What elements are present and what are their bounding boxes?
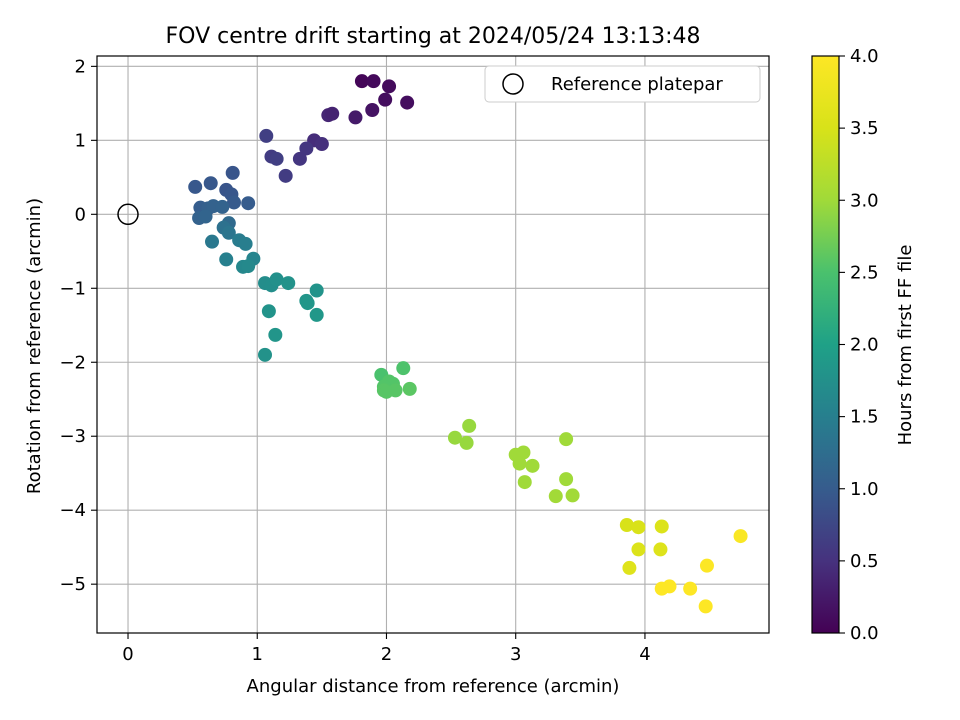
- colorbar-tick-label: 0.0: [850, 623, 879, 644]
- scatter-point: [314, 137, 329, 152]
- legend-marker-icon: [502, 73, 524, 95]
- y-tick-label: 0: [75, 204, 86, 225]
- colorbar-tick-label: 1.0: [850, 479, 879, 500]
- scatter-point: [309, 307, 324, 322]
- y-tick-label: −5: [59, 574, 86, 595]
- y-tick-label: 2: [75, 56, 86, 77]
- scatter-point: [517, 475, 532, 490]
- scatter-point: [205, 234, 220, 249]
- x-tick-label: 4: [639, 644, 650, 665]
- scatter-point: [226, 195, 241, 210]
- colorbar-label: Hours from first FF file: [895, 245, 916, 446]
- scatter-point: [565, 488, 580, 503]
- scatter-point: [219, 252, 234, 267]
- colorbar-ticks: 0.0 0.5 1.0 1.5 2.0 2.5 3.0 3.5 4.0: [839, 46, 879, 644]
- scatter-point: [654, 519, 669, 534]
- scatter-point: [278, 168, 293, 183]
- scatter-point: [198, 209, 213, 224]
- x-tick-label: 2: [381, 644, 392, 665]
- scatter-point: [698, 599, 713, 614]
- grid-lines: [97, 56, 769, 633]
- scatter-point: [238, 236, 253, 251]
- scatter-point: [366, 74, 381, 89]
- chart-title: FOV centre drift starting at 2024/05/24 …: [166, 24, 701, 49]
- scatter-point: [619, 517, 634, 532]
- scatter-point: [462, 418, 477, 433]
- scatter-point: [382, 79, 397, 94]
- scatter-point: [259, 128, 274, 143]
- reference-marker: [117, 203, 139, 226]
- x-axis-ticks: 0 1 2 3 4: [122, 633, 651, 665]
- scatter-point: [396, 361, 411, 376]
- scatter-point: [400, 95, 415, 110]
- colorbar-tick-label: 3.0: [850, 190, 879, 211]
- y-tick-label: −4: [59, 500, 86, 521]
- y-tick-label: −2: [59, 352, 86, 373]
- y-tick-label: −3: [59, 426, 86, 447]
- scatter-point: [348, 110, 363, 125]
- scatter-point: [631, 542, 646, 557]
- scatter-point: [269, 151, 284, 166]
- scatter-point: [402, 381, 417, 396]
- scatter-point: [309, 283, 324, 298]
- scatter-point: [733, 529, 748, 544]
- colorbar-tick-label: 2.5: [850, 262, 879, 283]
- scatter-point: [261, 304, 276, 319]
- legend-box: [484, 65, 761, 103]
- y-tick-label: −1: [59, 278, 86, 299]
- reference-point: [117, 203, 139, 226]
- scatter-point: [325, 106, 340, 121]
- colorbar-tick-label: 2.0: [850, 335, 879, 356]
- legend-label: Reference platepar: [551, 74, 723, 95]
- colorbar-tick-label: 1.5: [850, 407, 879, 428]
- scatter-point: [512, 456, 527, 471]
- scatter-point: [459, 435, 474, 450]
- scatter-point: [215, 199, 230, 214]
- scatter-point: [300, 296, 315, 311]
- scatter-point: [188, 179, 203, 194]
- scatter-point: [548, 489, 563, 504]
- y-axis-label: Rotation from reference (arcmin): [24, 198, 45, 494]
- colorbar-tick-label: 3.5: [850, 118, 879, 139]
- scatter-point: [281, 276, 296, 291]
- scatter-point: [354, 74, 369, 89]
- scatter-point: [378, 92, 393, 107]
- scatter-point: [683, 581, 698, 596]
- scatter-point: [258, 347, 272, 362]
- scatter-point: [203, 176, 218, 191]
- scatter-point: [516, 445, 531, 460]
- scatter-point: [559, 472, 574, 487]
- scatter-point: [662, 579, 677, 594]
- colorbar: [811, 55, 840, 634]
- plot-frame: [96, 55, 770, 634]
- scatter-point: [699, 558, 714, 573]
- scatter-points: [188, 74, 748, 614]
- x-tick-label: 0: [122, 644, 133, 665]
- scatter-point: [447, 430, 462, 445]
- scatter-point: [241, 259, 256, 274]
- colorbar-tick-label: 4.0: [850, 46, 879, 67]
- scatter-point: [653, 542, 668, 557]
- scatter-point: [225, 165, 240, 180]
- x-tick-label: 1: [252, 644, 263, 665]
- scatter-point: [299, 141, 314, 156]
- scatter-point: [268, 327, 283, 342]
- x-tick-label: 3: [510, 644, 521, 665]
- legend: Reference platepar: [484, 65, 761, 103]
- scatter-point: [525, 458, 540, 473]
- scatter-point: [388, 383, 403, 398]
- y-axis-ticks: −5 −4 −3 −2 −1 0 1 2: [59, 56, 97, 595]
- y-tick-label: 1: [75, 130, 86, 151]
- scatter-point: [622, 560, 637, 575]
- x-axis-label: Angular distance from reference (arcmin): [247, 676, 620, 697]
- scatter-point: [365, 103, 380, 118]
- scatter-point: [559, 432, 574, 447]
- scatter-point: [292, 151, 307, 166]
- scatter-point: [221, 225, 236, 240]
- scatter-point: [241, 196, 256, 211]
- scatter-point: [269, 272, 284, 287]
- colorbar-tick-label: 0.5: [850, 551, 879, 572]
- scatter-point: [631, 520, 646, 535]
